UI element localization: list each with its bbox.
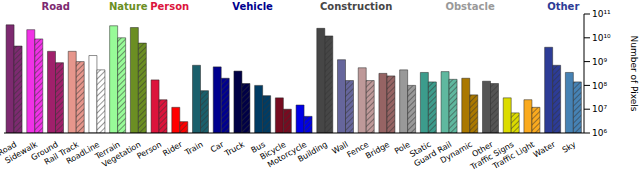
svg-text:Number of Pixels: Number of Pixels xyxy=(629,35,632,111)
html-text:Nature Person: Nature Person xyxy=(108,1,190,12)
svg-text:Fence: Fence xyxy=(345,139,371,160)
svg-text:Static: Static xyxy=(408,139,433,160)
svg-text:RoadLine: RoadLine xyxy=(64,139,102,166)
svg-text:Ground: Ground xyxy=(29,139,60,163)
html-text:Construction: Construction xyxy=(320,1,393,12)
svg-text:10¹¹: 10¹¹ xyxy=(592,9,611,19)
html-text:Other: Other xyxy=(547,1,580,12)
svg-text:Wall: Wall xyxy=(330,139,350,156)
svg-text:10¹⁰: 10¹⁰ xyxy=(592,33,611,43)
svg-text:Bridge: Bridge xyxy=(364,140,391,161)
svg-text:Bicycle: Bicycle xyxy=(258,139,288,162)
svg-text:10⁸: 10⁸ xyxy=(592,81,607,91)
svg-text:Dynamic: Dynamic xyxy=(439,140,474,165)
svg-text:Other: Other xyxy=(470,139,495,159)
svg-text:Sky: Sky xyxy=(561,140,578,155)
svg-text:Truck: Truck xyxy=(222,140,246,159)
svg-text:Vegetation: Vegetation xyxy=(100,139,143,170)
html-text:Vehicle: Vehicle xyxy=(232,1,273,12)
svg-text:Traffic Signs: Traffic Signs xyxy=(469,139,516,172)
svg-text:Person: Person xyxy=(135,140,163,161)
svg-text:Pole: Pole xyxy=(392,139,412,156)
svg-text:Train: Train xyxy=(183,140,205,158)
svg-text:Water: Water xyxy=(532,140,558,160)
svg-text:Car: Car xyxy=(208,139,226,155)
svg-text:Rider: Rider xyxy=(161,140,184,159)
svg-text:Rail Track: Rail Track xyxy=(42,139,81,167)
svg-text:Bus: Bus xyxy=(249,139,267,155)
svg-text:10⁷: 10⁷ xyxy=(592,104,607,114)
svg-text:10⁹: 10⁹ xyxy=(592,57,607,67)
html-text:Road: Road xyxy=(41,1,70,12)
html-text:Obstacle: Obstacle xyxy=(445,1,495,12)
svg-text:Motorcycle: Motorcycle xyxy=(265,139,309,170)
svg-text:10⁶: 10⁶ xyxy=(592,128,607,138)
svg-text:Terrain: Terrain xyxy=(93,139,122,162)
svg-text:Traffic Light: Traffic Light xyxy=(490,140,536,172)
svg-text:Guard Rail: Guard Rail xyxy=(412,139,454,169)
svg-text:Building: Building xyxy=(296,140,329,164)
